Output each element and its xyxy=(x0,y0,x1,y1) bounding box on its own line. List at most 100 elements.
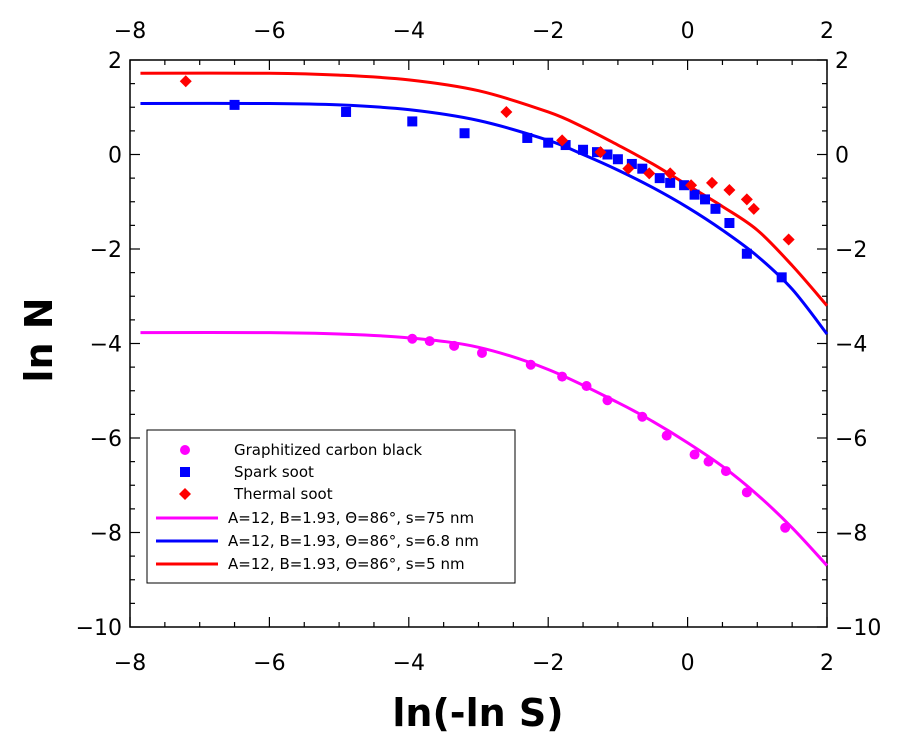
data-point-diamond xyxy=(664,167,677,180)
x-axis-title: ln(-ln S) xyxy=(392,691,563,734)
data-point-square xyxy=(522,132,533,143)
data-point-square xyxy=(665,177,676,188)
data-point-circle xyxy=(525,359,536,370)
legend-entry: A=12, B=1.93, Θ=86°, s=75 nm xyxy=(156,509,474,527)
data-point-square xyxy=(654,173,665,184)
y-tick-label-left: −10 xyxy=(76,616,122,641)
data-point-diamond xyxy=(500,105,513,118)
y-axis-title: ln N xyxy=(17,297,61,382)
data-points xyxy=(179,75,795,533)
y-tick-label-left: 0 xyxy=(108,144,122,169)
data-point-diamond xyxy=(685,179,698,192)
legend-box xyxy=(146,429,516,584)
y-tick-label-right: −2 xyxy=(835,238,867,263)
data-point-diamond xyxy=(643,167,656,180)
legend-entry: Spark soot xyxy=(180,463,314,481)
fit-line xyxy=(140,101,829,335)
legend-label: A=12, B=1.93, Θ=86°, s=5 nm xyxy=(228,555,465,573)
y-tick-label-right: −10 xyxy=(835,616,881,641)
y-tick-label-right: 0 xyxy=(835,144,849,169)
x-tick-label-bottom: −2 xyxy=(532,651,564,676)
data-point-diamond xyxy=(723,183,736,196)
y-tick-label-left: −4 xyxy=(90,333,122,358)
data-point-diamond xyxy=(179,75,192,88)
x-tick-label-top: 0 xyxy=(681,19,695,44)
data-point-diamond xyxy=(782,233,795,246)
y-tick-label-left: 2 xyxy=(108,49,122,74)
y-tick-label-right: −8 xyxy=(835,522,867,547)
y-tick-label-left: −2 xyxy=(90,238,122,263)
data-point-circle xyxy=(741,487,752,498)
data-point-circle xyxy=(407,333,418,344)
y-tick-label-left: −8 xyxy=(90,522,122,547)
y-tick-label-right: −6 xyxy=(835,427,867,452)
data-point-square xyxy=(459,128,470,139)
data-point-square xyxy=(602,149,613,160)
data-point-diamond xyxy=(594,146,607,159)
x-tick-label-bottom: −8 xyxy=(114,651,146,676)
data-point-circle xyxy=(661,430,672,441)
legend-entry: A=12, B=1.93, Θ=86°, s=6.8 nm xyxy=(156,532,479,550)
y-tick-label-right: 2 xyxy=(835,49,849,74)
data-point-circle xyxy=(703,456,714,467)
legend-entry: A=12, B=1.93, Θ=86°, s=5 nm xyxy=(156,555,465,573)
data-point-square xyxy=(543,137,554,148)
x-tick-label-top: −2 xyxy=(532,19,564,44)
data-point-square xyxy=(578,144,589,155)
legend-label: Graphitized carbon black xyxy=(234,441,422,459)
data-point-circle xyxy=(557,371,568,382)
legend-circle-marker xyxy=(180,445,190,455)
data-point-diamond xyxy=(622,162,635,175)
legend-label: Spark soot xyxy=(234,463,314,481)
data-point-square xyxy=(637,163,648,174)
x-axis-bottom-tick-labels: −8 −6 −4 −2 0 2 xyxy=(114,651,834,676)
x-axis-top-tick-labels: −8 −6 −4 −2 0 2 xyxy=(114,19,834,44)
data-point-square xyxy=(689,189,700,200)
x-tick-label-bottom: 0 xyxy=(681,651,695,676)
y-tick-label-left: −6 xyxy=(90,427,122,452)
legend-entry: Thermal soot xyxy=(179,485,333,503)
legend-label: A=12, B=1.93, Θ=86°, s=6.8 nm xyxy=(228,532,479,550)
y-axis-left-tick-labels: −10 −8 −6 −4 −2 0 2 xyxy=(76,49,122,641)
data-point-square xyxy=(407,116,418,127)
data-point-circle xyxy=(780,522,791,533)
data-point-diamond xyxy=(705,176,718,189)
axis-ticks xyxy=(129,59,828,628)
y-tick-label-right: −4 xyxy=(835,333,867,358)
fit-line xyxy=(140,331,829,567)
data-point-circle xyxy=(476,347,487,358)
data-point-diamond xyxy=(740,193,753,206)
data-point-square xyxy=(724,218,735,229)
data-point-square xyxy=(679,180,690,191)
data-point-square xyxy=(229,99,240,110)
data-point-square xyxy=(776,272,787,283)
data-point-circle xyxy=(449,340,460,351)
data-point-square xyxy=(700,194,711,205)
data-point-square xyxy=(626,158,637,169)
data-point-square xyxy=(560,140,571,151)
x-tick-label-top: −4 xyxy=(393,19,425,44)
legend: Graphitized carbon black Spark soot Ther… xyxy=(146,429,516,584)
x-tick-label-bottom: −6 xyxy=(253,651,285,676)
x-tick-label-bottom: 2 xyxy=(820,651,834,676)
legend-square-marker xyxy=(180,467,190,477)
data-point-circle xyxy=(424,336,435,347)
data-point-square xyxy=(741,248,752,259)
x-tick-label-top: −8 xyxy=(114,19,146,44)
data-point-circle xyxy=(637,411,648,422)
data-point-square xyxy=(710,203,721,214)
x-tick-label-top: 2 xyxy=(820,19,834,44)
x-tick-label-bottom: −4 xyxy=(393,651,425,676)
data-point-circle xyxy=(720,466,731,477)
data-point-square xyxy=(341,106,352,117)
legend-label: A=12, B=1.93, Θ=86°, s=75 nm xyxy=(228,509,474,527)
data-point-circle xyxy=(602,395,613,406)
fit-line xyxy=(140,71,829,307)
x-tick-label-top: −6 xyxy=(253,19,285,44)
legend-diamond-marker xyxy=(179,488,191,500)
data-point-square xyxy=(612,154,623,165)
data-point-diamond xyxy=(556,134,569,147)
data-point-circle xyxy=(581,381,592,392)
data-point-diamond xyxy=(747,202,760,215)
